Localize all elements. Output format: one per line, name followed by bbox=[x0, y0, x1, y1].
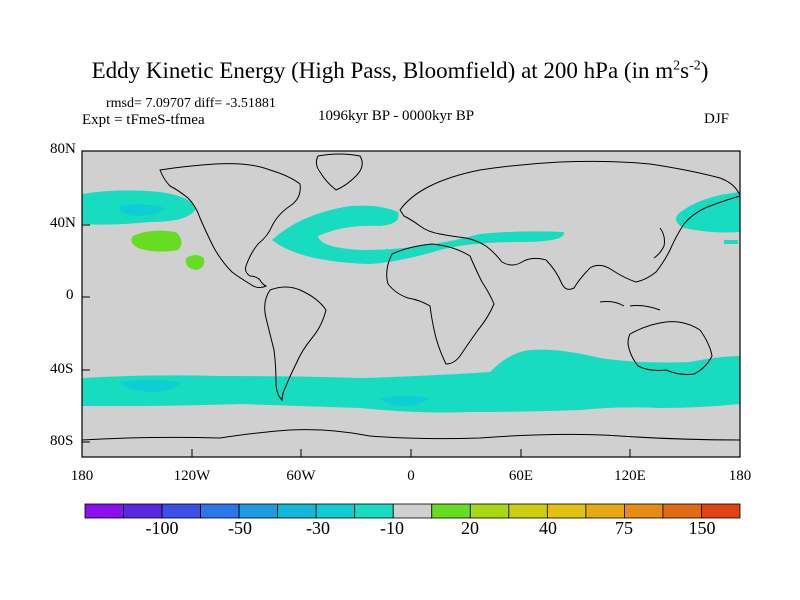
period-text: 1096kyr BP - 0000kyr BP bbox=[318, 108, 475, 124]
colorbar-label-neg50: -50 bbox=[228, 518, 252, 538]
colorbar-label-150: 150 bbox=[688, 518, 716, 538]
colorbar-box-11 bbox=[508, 503, 548, 519]
plot-title: Eddy Kinetic Energy (High Pass, Bloomfie… bbox=[0, 58, 800, 84]
colorbar-box-5 bbox=[277, 503, 317, 519]
colorbar-label-20: 20 bbox=[461, 518, 479, 538]
coast-antarctica bbox=[81, 429, 741, 441]
stats-text: rmsd= 7.09707 diff= -3.51881 bbox=[106, 96, 276, 111]
anomaly-north-pacific-east bbox=[676, 192, 740, 233]
anomaly-north-pacific-core bbox=[119, 204, 165, 216]
colorbar-box-12 bbox=[546, 503, 587, 519]
season-text: DJF bbox=[704, 111, 730, 127]
anomaly-southern-ocean-core bbox=[120, 380, 180, 392]
coast-south-america bbox=[264, 286, 327, 402]
title-mid: s bbox=[680, 58, 690, 83]
colorbar-box-13 bbox=[585, 503, 625, 519]
colorbar-box-4 bbox=[238, 503, 279, 519]
title-main: Eddy Kinetic Energy (High Pass, Bloomfie… bbox=[91, 58, 674, 83]
colorbar-label-75: 75 bbox=[615, 518, 633, 538]
anomaly-fields bbox=[82, 190, 740, 413]
colorbar-box-2 bbox=[161, 503, 201, 519]
y-label-80N: 80N bbox=[50, 141, 76, 157]
colorbar-box-15 bbox=[662, 503, 702, 519]
x-label-180-west: 180 bbox=[70, 468, 94, 484]
y-label-80S: 80S bbox=[50, 433, 74, 449]
coast-japan bbox=[653, 227, 665, 259]
colorbar-box-6 bbox=[315, 503, 356, 519]
title-sup2: -2 bbox=[689, 58, 701, 74]
axis-ticks bbox=[82, 150, 631, 457]
coast-north-america bbox=[159, 163, 301, 289]
colorbar-box-3 bbox=[200, 503, 240, 519]
anomaly-small-east bbox=[724, 240, 738, 244]
x-label-120W: 120W bbox=[173, 468, 211, 484]
colorbar-label-40: 40 bbox=[539, 518, 557, 538]
colorbar bbox=[84, 503, 741, 519]
colorbar-box-7 bbox=[354, 503, 394, 519]
anomaly-southern-ocean-core-2 bbox=[380, 396, 430, 406]
x-label-60W: 60W bbox=[286, 468, 316, 484]
colorbar-box-16 bbox=[701, 503, 741, 519]
colorbar-box-1 bbox=[123, 503, 163, 519]
colorbar-box-9 bbox=[431, 503, 471, 519]
anomaly-southern-ocean bbox=[82, 349, 740, 413]
x-label-120E: 120E bbox=[614, 468, 646, 484]
experiment-text: Expt = tFmeS-tfmea bbox=[82, 112, 205, 128]
colorbar-label-neg30: -30 bbox=[306, 518, 330, 538]
y-label-40S: 40S bbox=[50, 361, 74, 377]
coast-greenland bbox=[315, 153, 363, 191]
x-label-180-east: 180 bbox=[728, 468, 752, 484]
colorbar-label-neg100: -100 bbox=[145, 518, 179, 538]
anomaly-positive-pacific-small bbox=[185, 255, 205, 270]
title-close: ) bbox=[700, 58, 709, 83]
x-label-60E: 60E bbox=[508, 468, 534, 484]
coast-africa bbox=[386, 243, 495, 365]
coastlines bbox=[81, 153, 741, 441]
anomaly-positive-pacific bbox=[131, 230, 182, 252]
y-label-40N: 40N bbox=[50, 215, 76, 231]
y-label-0: 0 bbox=[66, 287, 74, 303]
colorbar-box-10 bbox=[469, 503, 510, 519]
colorbar-label-neg10: -10 bbox=[380, 518, 404, 538]
coast-indonesia bbox=[599, 301, 661, 311]
anomaly-north-atlantic bbox=[272, 205, 565, 264]
colorbar-box-0 bbox=[84, 503, 124, 519]
title-sup1: 2 bbox=[673, 58, 681, 74]
coast-australia bbox=[627, 321, 713, 375]
colorbar-box-8 bbox=[392, 503, 433, 519]
colorbar-box-14 bbox=[624, 503, 664, 519]
coast-eurasia bbox=[399, 160, 741, 290]
x-label-0: 0 bbox=[407, 468, 415, 484]
